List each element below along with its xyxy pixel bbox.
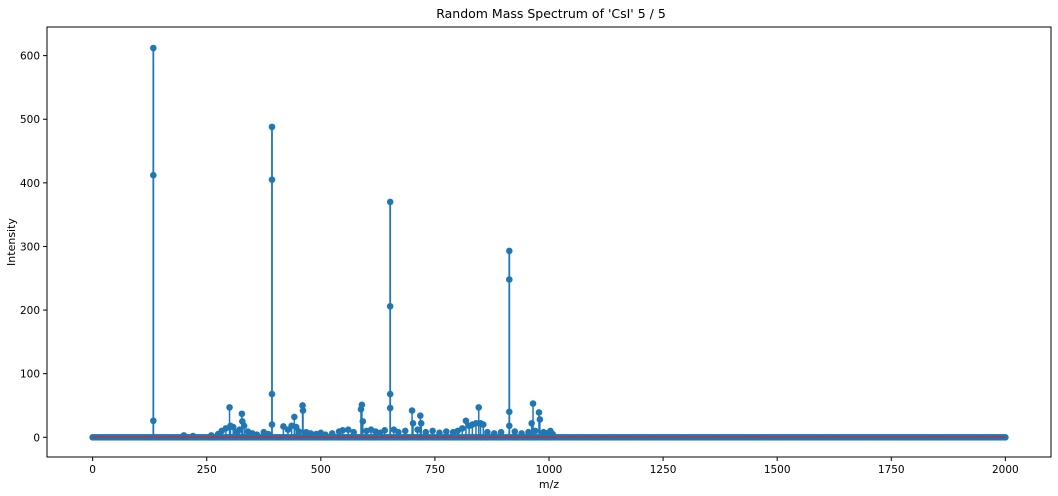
x-tick-label: 500 bbox=[311, 464, 331, 476]
major-stem-marker bbox=[268, 176, 276, 183]
major-stem-marker bbox=[386, 404, 394, 412]
stem-marker bbox=[529, 400, 537, 407]
stem-marker bbox=[490, 430, 498, 437]
stem-marker bbox=[408, 407, 416, 414]
major-stem-marker bbox=[150, 44, 157, 52]
stem-marker bbox=[443, 428, 450, 435]
stem-marker bbox=[518, 430, 525, 437]
x-tick-label: 750 bbox=[425, 464, 445, 476]
x-axis-ticks: 0 250 500 750 1000 1250 1500 1750 2000 bbox=[89, 457, 1019, 476]
plot-marks bbox=[89, 44, 1009, 441]
x-tick-label: 250 bbox=[197, 464, 217, 476]
y-tick-label: 200 bbox=[20, 305, 40, 317]
stem-marker bbox=[350, 428, 357, 436]
stem-marker bbox=[401, 427, 409, 435]
stem-marker bbox=[226, 404, 233, 411]
major-stem-marker bbox=[505, 422, 513, 430]
x-tick-label: 1250 bbox=[650, 464, 677, 476]
stem-marker bbox=[339, 426, 347, 434]
stem-marker bbox=[532, 427, 539, 435]
stem-marker bbox=[328, 430, 336, 437]
stem-marker bbox=[307, 430, 315, 437]
stem-marker bbox=[422, 428, 430, 436]
stem-marker bbox=[436, 429, 443, 437]
major-stem-marker bbox=[386, 390, 394, 398]
major-stem-marker bbox=[150, 417, 157, 425]
stem-marker bbox=[299, 407, 307, 414]
stem-marker bbox=[395, 428, 402, 436]
stem-marker bbox=[528, 419, 535, 427]
y-tick-label: 0 bbox=[33, 432, 40, 444]
stem-marker bbox=[417, 419, 425, 427]
stem-marker bbox=[359, 418, 367, 425]
stem-marker bbox=[511, 428, 519, 435]
major-stem-marker bbox=[386, 302, 394, 310]
y-axis-label: Intensity bbox=[5, 218, 18, 266]
stem-marker bbox=[358, 401, 366, 409]
stem-marker bbox=[535, 409, 543, 416]
major-stem-marker bbox=[386, 198, 394, 206]
stem-marker bbox=[549, 430, 556, 438]
x-tick-label: 2000 bbox=[992, 464, 1019, 476]
plot-frame bbox=[46, 26, 1052, 458]
y-tick-label: 500 bbox=[20, 114, 40, 126]
stem-marker bbox=[484, 428, 491, 436]
x-axis-label: m/z bbox=[539, 478, 559, 491]
stem-marker bbox=[479, 421, 487, 428]
stem-marker bbox=[497, 428, 505, 436]
stem-marker bbox=[472, 419, 480, 427]
major-stem-marker bbox=[268, 123, 276, 131]
stem-marker bbox=[429, 427, 436, 435]
x-tick-label: 1500 bbox=[764, 464, 791, 476]
stem-marker bbox=[299, 402, 306, 409]
major-stem-marker bbox=[505, 247, 513, 255]
y-tick-label: 400 bbox=[20, 178, 40, 190]
stem-marker bbox=[344, 426, 352, 433]
major-stem-marker bbox=[505, 408, 513, 416]
stem-marker bbox=[458, 425, 466, 432]
y-tick-label: 100 bbox=[20, 369, 40, 381]
stem-marker bbox=[265, 430, 272, 438]
stem-marker bbox=[409, 419, 417, 427]
stem-marker bbox=[253, 431, 261, 439]
x-tick-label: 1000 bbox=[536, 464, 563, 476]
x-tick-label: 0 bbox=[89, 464, 96, 476]
stem-marker bbox=[475, 404, 483, 411]
y-tick-label: 300 bbox=[20, 241, 40, 253]
stem-marker bbox=[322, 431, 329, 439]
stem-marker bbox=[291, 413, 298, 421]
stem-marker bbox=[462, 417, 470, 425]
major-stem-marker bbox=[268, 421, 276, 428]
stem-marker bbox=[229, 423, 237, 431]
stem-marker bbox=[536, 416, 544, 423]
stem-marker bbox=[417, 412, 424, 419]
stem-marker bbox=[295, 428, 303, 435]
stem-marker bbox=[414, 426, 421, 433]
y-tick-label: 600 bbox=[20, 51, 40, 63]
major-stem-marker bbox=[268, 390, 276, 398]
major-stem-marker bbox=[505, 276, 513, 283]
stem-marker bbox=[525, 428, 532, 436]
x-tick-label: 1750 bbox=[878, 464, 905, 476]
stem-marker bbox=[240, 422, 248, 430]
stem-marker bbox=[189, 432, 197, 440]
major-stem-marker bbox=[150, 171, 157, 179]
chart-title: Random Mass Spectrum of 'CsI' 5 / 5 bbox=[436, 6, 666, 21]
stem-marker bbox=[238, 410, 246, 418]
y-axis-ticks: 0 100 200 300 400 500 600 bbox=[20, 51, 47, 444]
stem-marker bbox=[381, 426, 389, 434]
